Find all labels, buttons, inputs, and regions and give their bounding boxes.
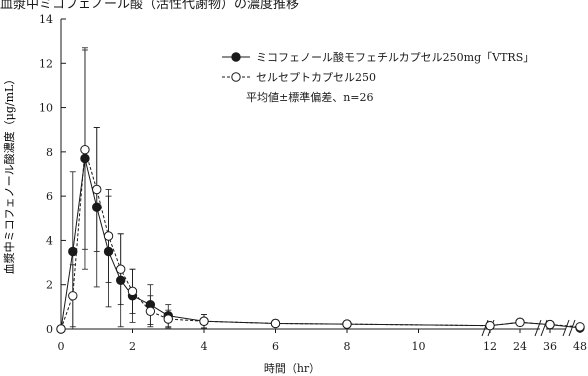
- series-1-point: [515, 317, 525, 328]
- series-1-point: [342, 319, 352, 329]
- series-1-point: [56, 324, 66, 334]
- series-0-line: [60, 158, 581, 330]
- chart-title: 血漿中ミコフェノール酸（活性代謝物）の濃度推移: [0, 0, 300, 12]
- x-tick-label: 48: [573, 340, 587, 353]
- series-1-point: [545, 319, 555, 330]
- x-tick-label: 12: [483, 340, 497, 353]
- legend: ミコフェノール酸モフェチルカプセル250mg「VTRS」セルセプトカプセル250…: [222, 50, 534, 104]
- series-1-point: [116, 264, 126, 274]
- x-tick-label: 6: [272, 340, 279, 353]
- y-tick-label: 12: [39, 57, 53, 70]
- y-tick-label: 14: [39, 13, 53, 26]
- series-1-point: [68, 291, 78, 301]
- x-tick-label: 2: [129, 340, 136, 353]
- series-1-line: [60, 149, 581, 330]
- y-tick-label: 4: [46, 234, 53, 247]
- legend-0-marker: [231, 52, 241, 62]
- y-tick-label: 6: [46, 190, 53, 203]
- x-tick-label: 4: [201, 340, 208, 353]
- legend-1-label: セルセプトカプセル250: [256, 71, 376, 84]
- axis-break-mark: [534, 319, 548, 337]
- series-1-point: [80, 144, 90, 155]
- x-tick-label: 0: [58, 340, 65, 353]
- x-tick-label: 36: [543, 340, 557, 353]
- x-axis-title: 時間（hr）: [264, 362, 320, 375]
- axis-break-mark: [562, 319, 576, 337]
- x-tick-label: 8: [344, 340, 351, 353]
- legend-note: 平均値±標準偏差、n=26: [246, 90, 374, 104]
- series-0-point: [68, 246, 78, 257]
- legend-1-marker: [231, 72, 241, 82]
- legend-0-label: ミコフェノール酸モフェチルカプセル250mg「VTRS」: [256, 50, 534, 64]
- series-1-point: [270, 318, 281, 329]
- y-tick-label: 0: [46, 323, 53, 336]
- series-1-point: [127, 286, 138, 297]
- series-1-point: [163, 314, 173, 324]
- y-tick-label: 2: [46, 279, 53, 292]
- series-1-point: [103, 231, 114, 241]
- y-tick-label: 8: [46, 146, 53, 159]
- series-1-point: [575, 322, 585, 332]
- y-tick-label: 10: [39, 102, 53, 115]
- series-1-point: [145, 306, 156, 316]
- series-1-point: [485, 320, 495, 331]
- series-1-group: [56, 49, 585, 334]
- x-tick-label: 10: [412, 340, 426, 353]
- series-1-point: [199, 316, 209, 326]
- series-1-point: [92, 184, 102, 195]
- x-tick-label: 24: [513, 340, 527, 353]
- y-axis-title: 血漿中ミコフェノール酸濃度（μg/mL）: [2, 74, 16, 275]
